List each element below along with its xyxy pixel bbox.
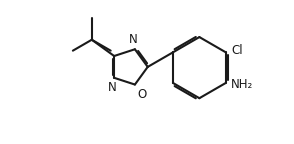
Text: NH₂: NH₂	[231, 78, 253, 91]
Text: N: N	[129, 33, 138, 46]
Text: Cl: Cl	[231, 43, 243, 57]
Text: N: N	[108, 81, 117, 94]
Text: O: O	[137, 88, 146, 101]
